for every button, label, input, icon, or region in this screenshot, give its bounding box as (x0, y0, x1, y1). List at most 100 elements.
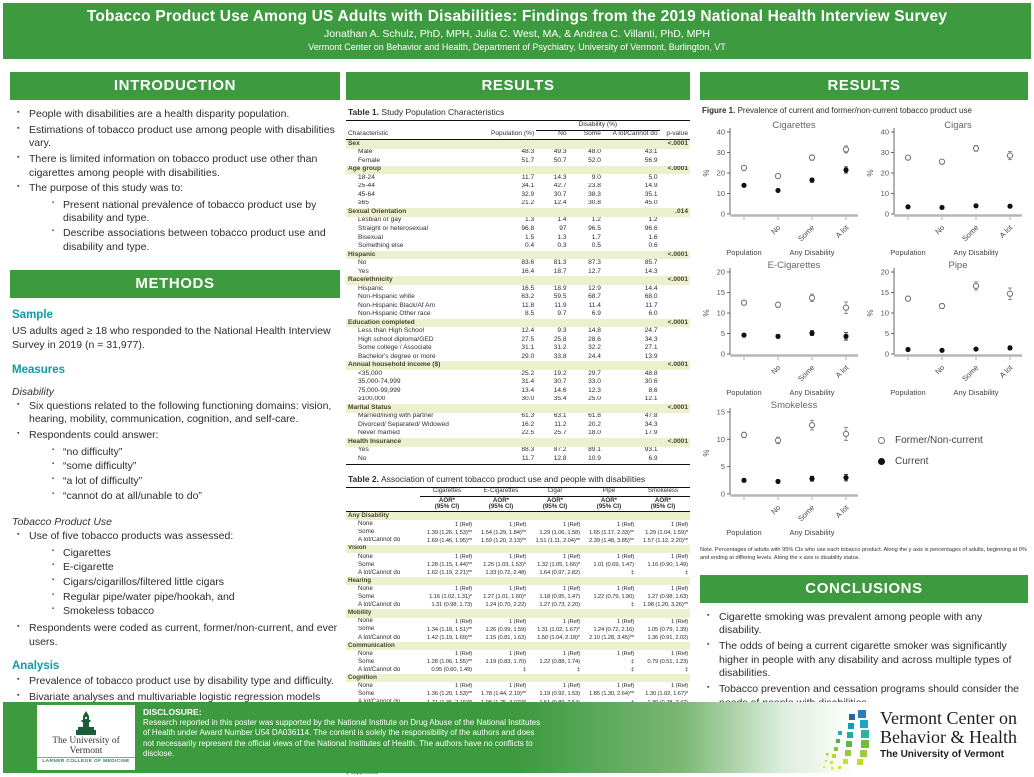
conclusions-bullet-item: The odds of being a current cigarette sm… (706, 640, 1026, 681)
table1-cell: 56.9 (644, 157, 658, 164)
table1-cell: 61.3 (521, 412, 535, 420)
table1-cell-empty (660, 225, 690, 234)
table2-cell: 1 (Ref) (671, 553, 688, 560)
table1-cell: 24.7 (644, 327, 658, 335)
table1-cell: 12.8 (536, 455, 569, 465)
svg-text:%: % (866, 309, 875, 316)
svg-text:A lot: A lot (834, 362, 851, 379)
table2-cell: 1.65 (1.17, 2.33)** (589, 529, 634, 536)
svg-text:20: 20 (881, 268, 889, 277)
vcbh-name-line2: Behavior & Health (880, 726, 1017, 747)
methods-measures-heading: Measures (12, 363, 66, 376)
table1-cell: 8.6 (648, 386, 658, 394)
table1-section-label: Education completed (346, 318, 660, 328)
vcbh-university: The University of Vermont (880, 748, 1004, 760)
table1-row: Lesbian or gay 1.3 1.4 1.2 1.2 (346, 217, 690, 226)
table2-cell: 1.64 (0.97, 2.82) (539, 570, 580, 577)
table1-row: Straight or heterosexual 96.8 97 96.5 96.6 (346, 225, 690, 234)
table2-cell: 1.85 (1.30, 2.64)** (589, 691, 634, 698)
svg-text:Any Disability: Any Disability (789, 528, 834, 537)
svg-text:10: 10 (717, 435, 725, 444)
plot-svg: Cigarettes 0 10 20 30 40% No Some A lot Populatio… (702, 120, 858, 257)
tobacco-bullet-subitem: Regular pipe/water pipe/hookah, and (51, 591, 338, 605)
table2-section-row: Cognition (346, 674, 690, 683)
table1-cell-empty (660, 242, 690, 251)
table2-aor-line1: AOR* (600, 496, 618, 504)
table2-cell: 2.39 (1.48, 3.85)** (589, 537, 634, 544)
table2-cell: 1.27 (0.73, 2.20) (539, 602, 580, 609)
table2-cell: 1.22 (0.79, 1.90) (593, 594, 634, 601)
table1-row: Hispanic 16.5 18.9 12.9 14.4 (346, 285, 690, 294)
disability-bullet-item: Respondents could answer:“no difficulty”… (16, 429, 338, 503)
table2-cell: ‡ (576, 667, 580, 674)
table1-section-pvalue: <.0001 (659, 276, 690, 285)
svg-text:No: No (933, 363, 946, 376)
svg-text:20: 20 (717, 169, 725, 178)
table2-row-label: A lot/Cannot do (358, 633, 401, 641)
table2-cell: 2.10 (1.28, 3.45)** (589, 634, 634, 641)
table2-cell: 1 (Ref) (671, 651, 688, 658)
table2-cell: 1.36 (1.20, 1.53)** (427, 691, 472, 698)
table2-cell: 1.50 (1.04, 2.18)* (537, 634, 580, 641)
table2-row-label: A lot/Cannot do (358, 568, 401, 576)
table2-cell: 1.30 (1.02, 1.67)* (645, 691, 688, 698)
table2-cell: 1.32 (1.05, 1.66)* (537, 561, 580, 568)
table2-section-row: Mobility (346, 609, 690, 618)
table1-cell: 34.1 (521, 182, 535, 190)
table2-cell: 1.05 (0.79, 1.39) (647, 626, 688, 633)
table2-aor-header: AOR* (95% CI) (528, 496, 582, 513)
table1-row: 18-24 11.7 14.3 9.0 5.0 (346, 174, 690, 183)
vcbh-logo: Vermont Center on Behavior & Health The … (822, 709, 1017, 771)
svg-text:Smokeless: Smokeless (771, 400, 818, 411)
table1-cell: 16.4 (521, 267, 535, 275)
legend-label: Current (895, 456, 929, 467)
table1-cell: 1.5 (525, 233, 535, 241)
table1-cell: 34.3 (644, 335, 658, 343)
table1-cell: 87.3 (588, 259, 601, 267)
table1-cell: 9.3 (557, 327, 567, 335)
svg-text:10: 10 (881, 189, 889, 198)
svg-text:10: 10 (717, 309, 725, 318)
table1-row: No 83.6 81.3 87.3 85.7 (346, 259, 690, 268)
table1-cell-empty (660, 378, 690, 387)
table1-cell: 97 (559, 225, 567, 232)
table2-row: None 1 (Ref) 1 (Ref) 1 (Ref) 1 (Ref) 1 (Ref) (346, 585, 690, 593)
table1-cell: 85.7 (644, 259, 658, 267)
table1-cell: 18.7 (553, 267, 567, 275)
table2-row: Some 1.28 (1.06, 1.55)** 1.19 (0.83, 1.70)… (346, 658, 690, 666)
svg-text:30: 30 (881, 148, 889, 157)
table1-cell: 1.2 (648, 216, 658, 224)
svg-text:Cigarettes: Cigarettes (772, 120, 816, 131)
table1-cell: 50.7 (553, 157, 567, 164)
table1-cell: 27.1 (644, 344, 658, 352)
table1-cell: 30.7 (553, 378, 567, 386)
uvm-logo-college: LARNER COLLEGE OF MEDICINE (42, 759, 130, 765)
svg-text:Some: Some (796, 503, 816, 523)
table1-row: Yes 88.3 87.2 89.1 93.1 (346, 447, 690, 456)
table1-cell: 0.4 (525, 242, 535, 250)
table1-section-label: Age group (346, 165, 660, 175)
table2-row-label: None (358, 520, 373, 528)
figure1-caption: Figure 1. Prevalence of current and form… (702, 106, 1028, 115)
methods-body: Sample US adults aged ≥ 18 who responded… (10, 309, 340, 731)
table1-row: Female 51.7 50.7 52.0 56.9 (346, 157, 690, 166)
table1-cell: 6.9 (591, 310, 601, 318)
table1-cell-empty (660, 285, 690, 294)
table2-product-header-row: Cigarettes E-Cigarettes Cigar Pipe Smokeless (346, 486, 690, 497)
table2-caption-label: Table 2. (348, 473, 380, 484)
table2-cell: 1 (Ref) (671, 683, 688, 690)
table1-cell: 19.2 (553, 369, 567, 377)
table1-cell-empty (660, 234, 690, 243)
figure1-caption-text: Prevalence of current and former/non-cur… (737, 106, 972, 115)
table2-row: Some 1.28 (1.15, 1.44)** 1.25 (1.03, 1.53)… (346, 561, 690, 569)
table1-cell-empty (660, 430, 690, 439)
table1-cell-empty (660, 413, 690, 422)
disability-bullet-subitem: “no difficulty” (51, 446, 338, 460)
table1-cell: 93.1 (644, 446, 658, 454)
table2-cell: 1 (Ref) (617, 553, 634, 560)
disability-bullet-subitem: “some difficulty” (51, 460, 338, 474)
table2-aor-line1: AOR* (546, 496, 564, 504)
table2-row-label: A lot/Cannot do (358, 666, 401, 673)
table1-cell: 5.0 (648, 174, 658, 181)
